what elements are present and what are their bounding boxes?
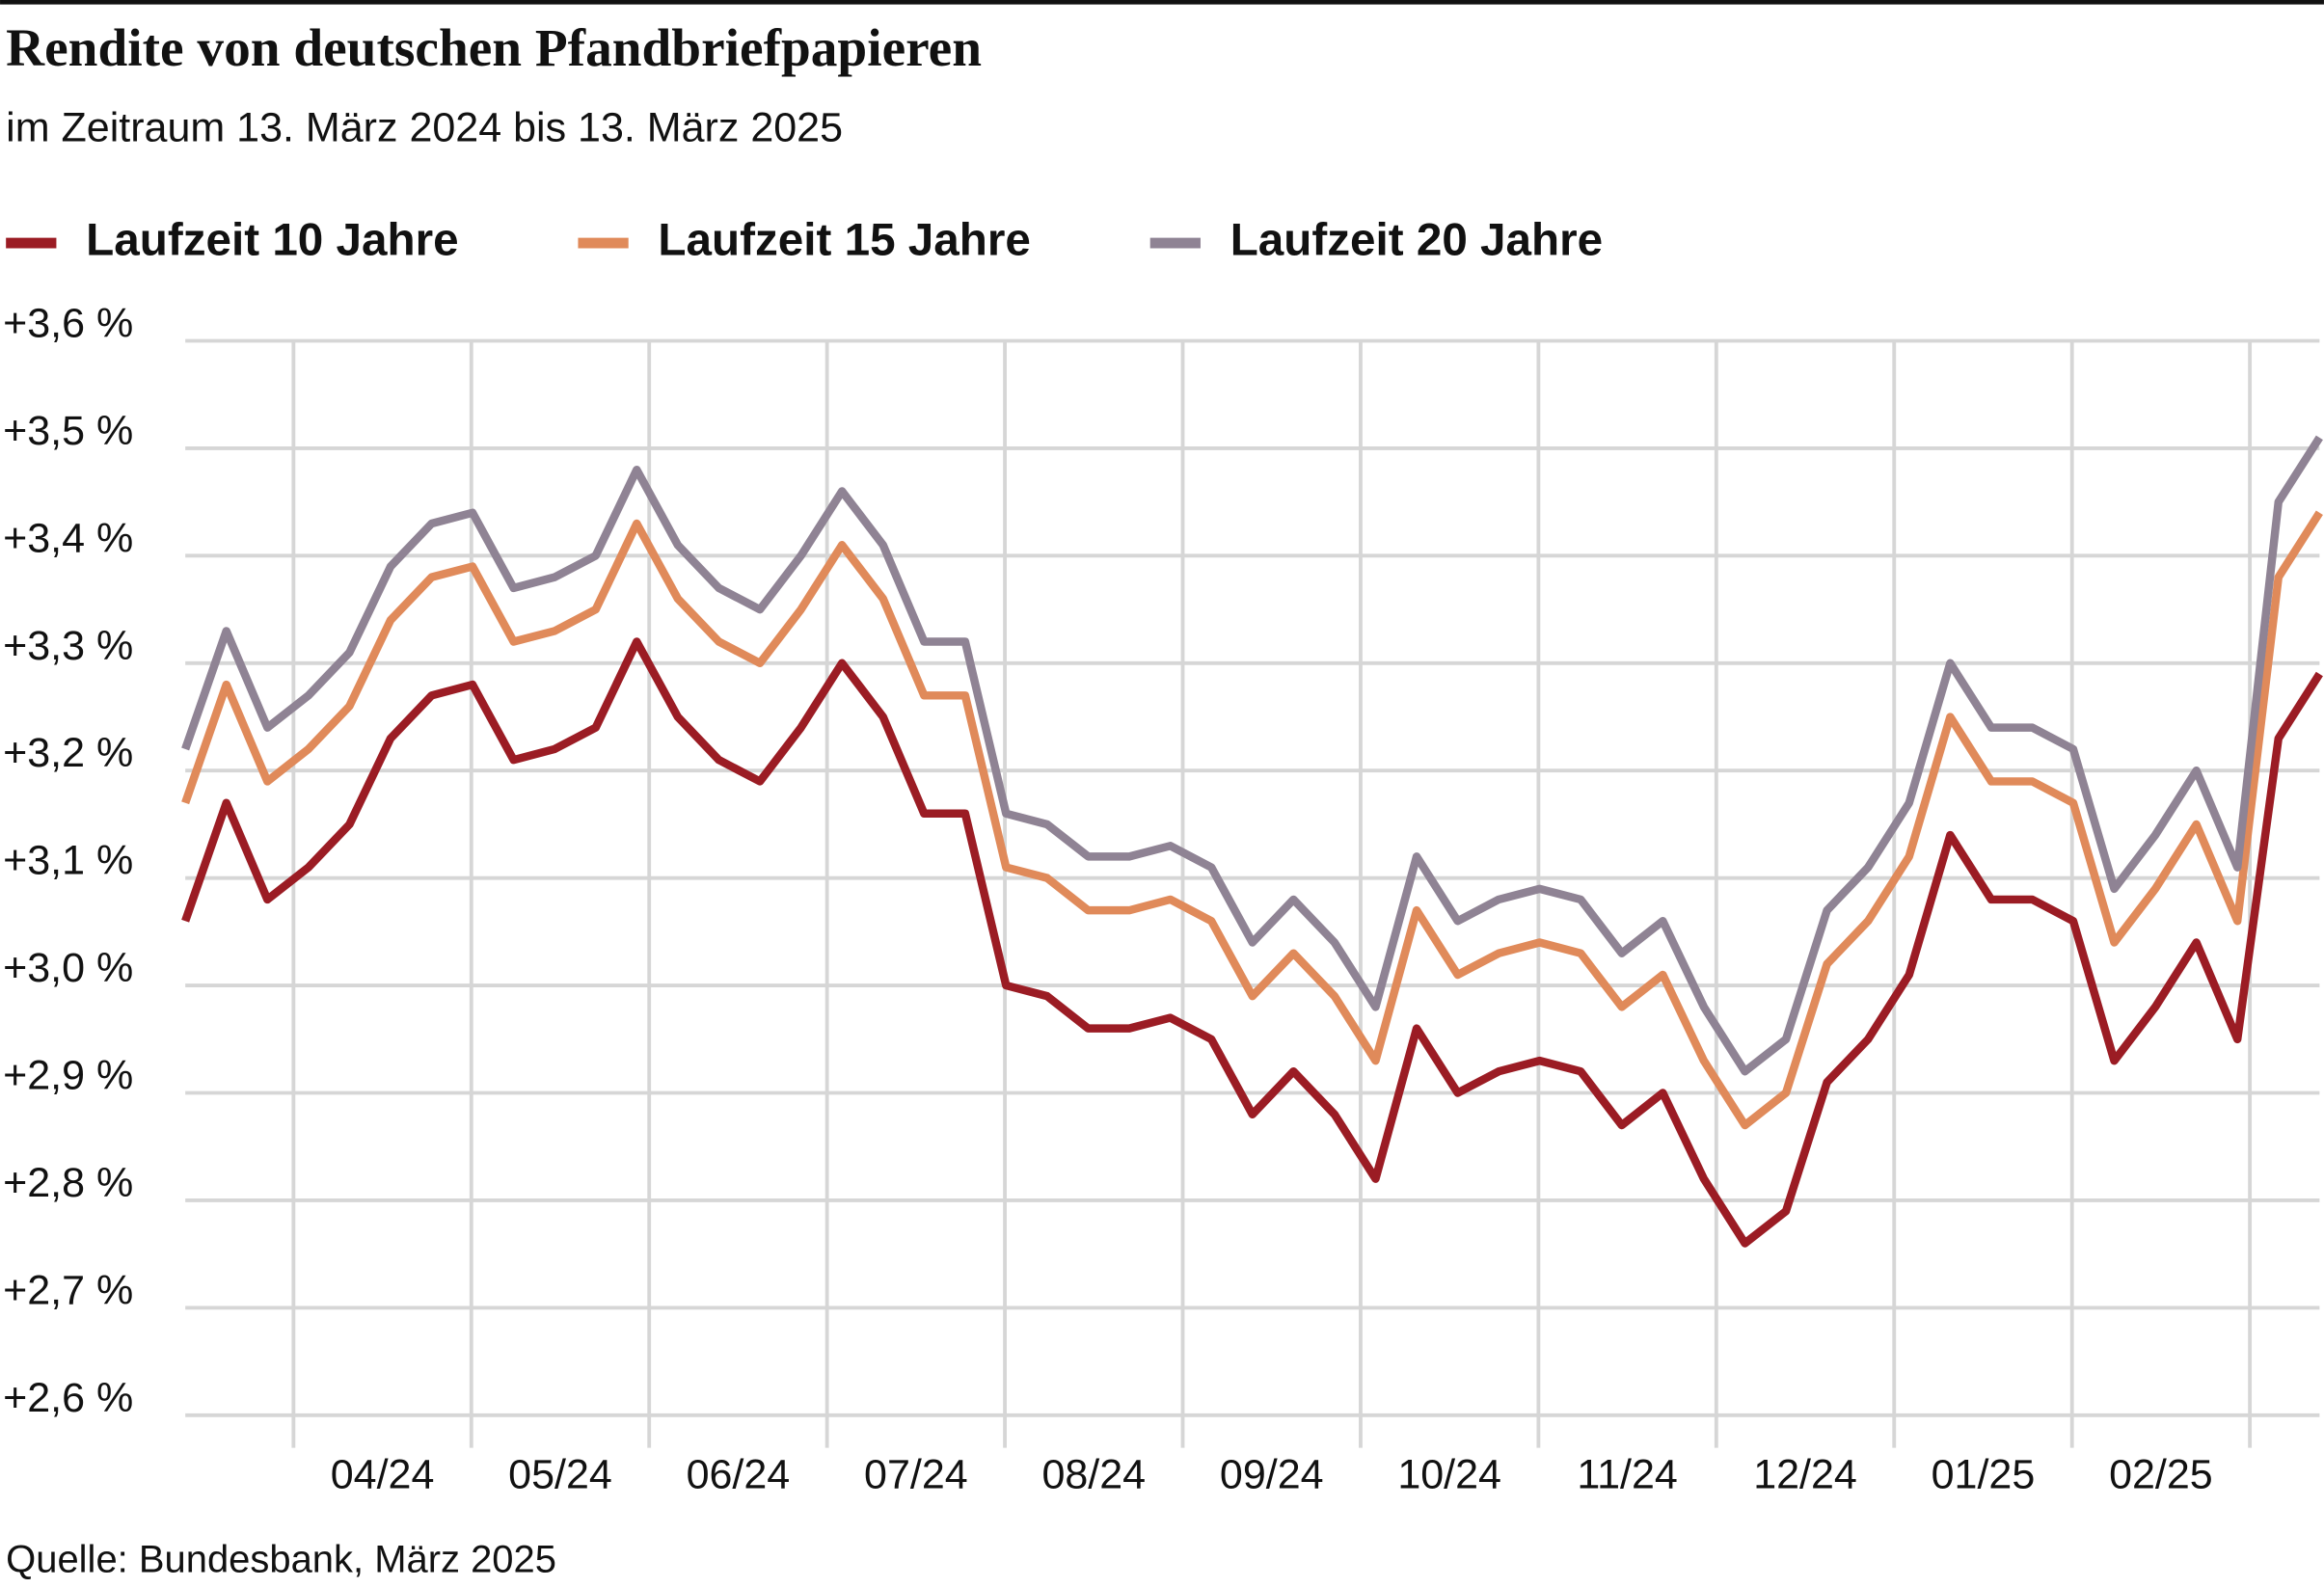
- series-line: [181, 435, 2323, 1076]
- y-tick-label: +2,8 %: [3, 1160, 133, 1206]
- x-tick-label: 06/24: [687, 1452, 791, 1498]
- legend-label: Laufzeit 10 Jahre: [86, 215, 458, 266]
- x-tick-label: 10/24: [1397, 1452, 1501, 1498]
- y-tick-label: +3,4 %: [3, 515, 133, 561]
- x-tick-label: 01/25: [1932, 1452, 2036, 1498]
- x-tick-label: 04/24: [331, 1452, 435, 1498]
- x-tick-label: 09/24: [1220, 1452, 1324, 1498]
- x-tick-label: 08/24: [1041, 1452, 1146, 1498]
- y-tick-label: +3,0 %: [3, 945, 133, 991]
- x-tick-label: 12/24: [1753, 1452, 1857, 1498]
- legend-label: Laufzeit 20 Jahre: [1230, 215, 1603, 266]
- y-tick-label: +3,2 %: [3, 730, 133, 776]
- y-tick-label: +3,5 %: [3, 408, 133, 454]
- y-tick-label: +3,3 %: [3, 623, 133, 669]
- x-tick-label: 07/24: [864, 1452, 968, 1498]
- source: Quelle: Bundesbank, März 2025: [6, 1539, 556, 1581]
- legend-label: Laufzeit 15 Jahre: [658, 215, 1030, 266]
- y-tick-label: +3,6 %: [3, 300, 133, 346]
- y-tick-label: +2,7 %: [3, 1267, 133, 1313]
- series-line: [181, 637, 2323, 1248]
- y-tick-label: +2,9 %: [3, 1052, 133, 1098]
- chart-title: Rendite von deutschen Pfandbriefpapieren: [6, 18, 982, 77]
- y-tick-label: +3,1 %: [3, 838, 133, 884]
- x-tick-label: 02/25: [2109, 1452, 2213, 1498]
- top-rule: [0, 0, 2324, 5]
- x-tick-label: 11/24: [1577, 1452, 1677, 1498]
- chart-subtitle: im Zeitraum 13. März 2024 bis 13. März 2…: [6, 105, 843, 151]
- x-tick-label: 05/24: [508, 1452, 612, 1498]
- series-line: [181, 510, 2323, 1130]
- y-tick-label: +2,6 %: [3, 1375, 133, 1421]
